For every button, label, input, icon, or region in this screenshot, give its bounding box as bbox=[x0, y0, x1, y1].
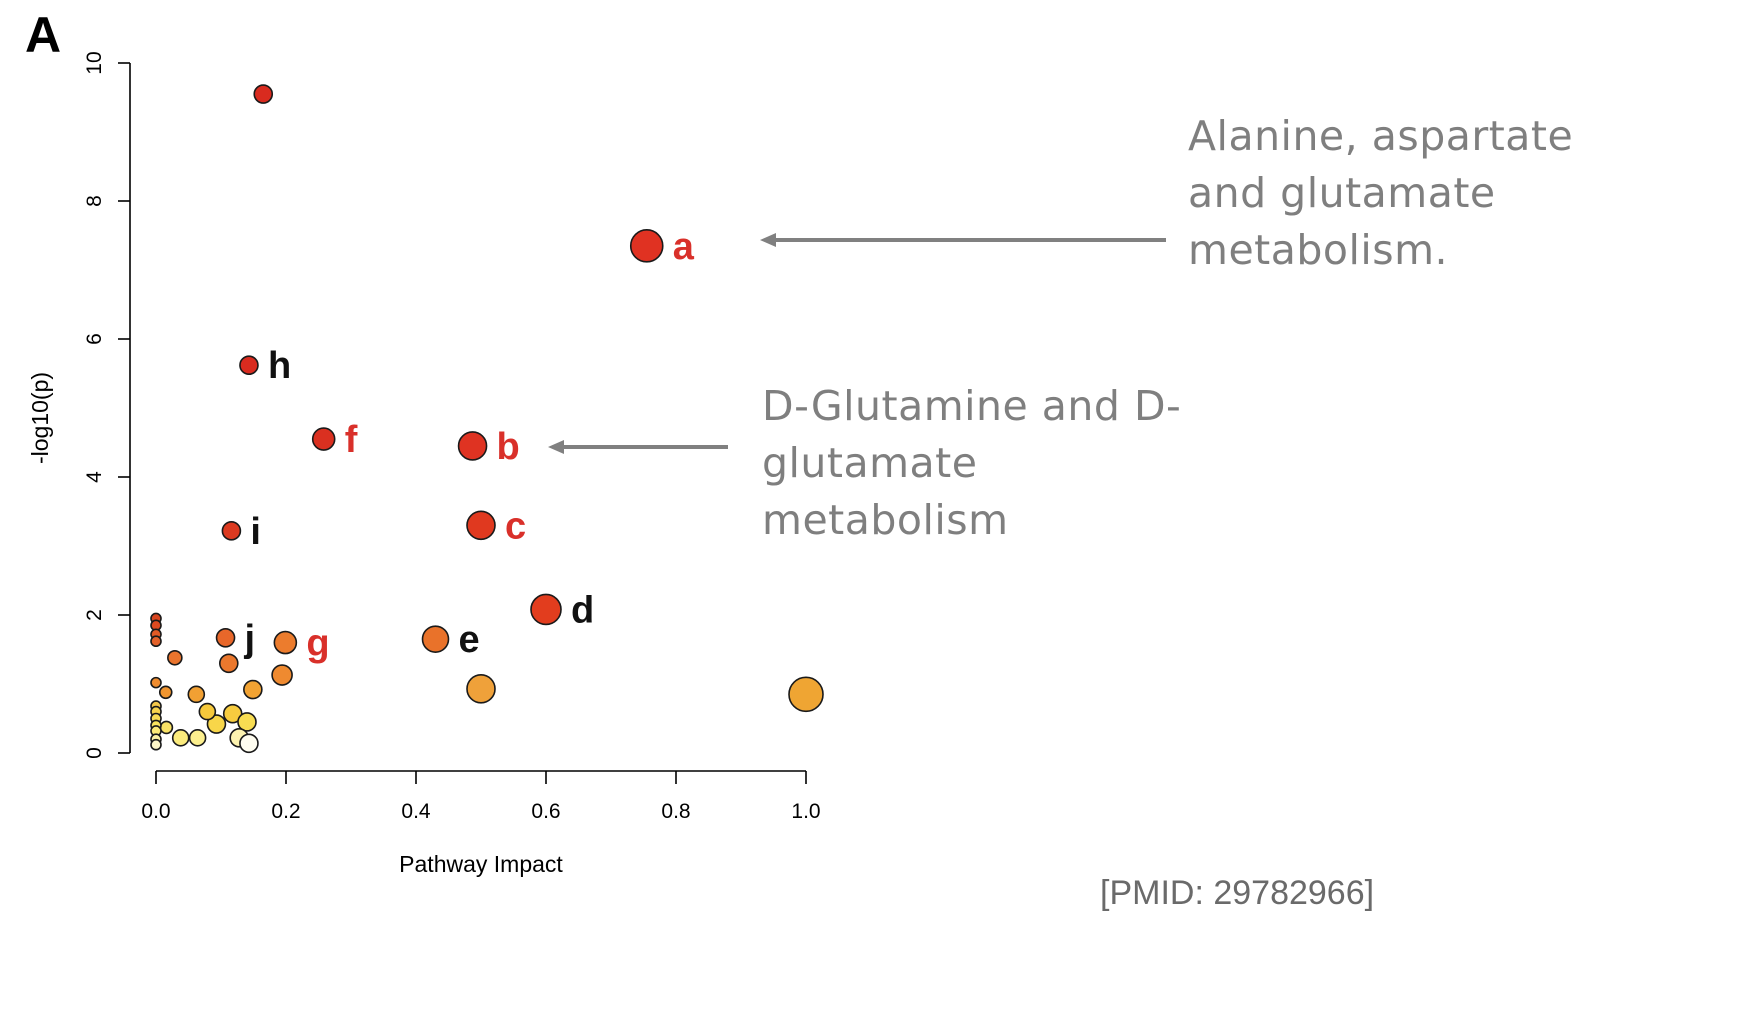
data-point bbox=[221, 521, 242, 541]
point-label: a bbox=[673, 226, 695, 268]
data-point bbox=[271, 664, 293, 686]
data-point bbox=[167, 649, 183, 666]
x-tick-label: 0.4 bbox=[401, 800, 431, 823]
y-axis-title: -log10(p) bbox=[27, 372, 53, 464]
data-point bbox=[215, 627, 236, 648]
data-point bbox=[150, 738, 162, 751]
data-point bbox=[206, 714, 227, 734]
data-point bbox=[159, 720, 174, 735]
y-tick-label: 10 bbox=[83, 51, 106, 74]
point-labels: a h f bc i d e j g bbox=[244, 226, 695, 665]
annotation-line: D-Glutamine and D- bbox=[762, 382, 1182, 430]
y-tick-label: 4 bbox=[83, 471, 106, 483]
data-point bbox=[219, 653, 239, 674]
data-point bbox=[466, 674, 496, 704]
data-point bbox=[150, 676, 162, 689]
x-tick-label: 1.0 bbox=[791, 800, 820, 823]
citation: [PMID: 29782966] bbox=[1100, 874, 1375, 912]
data-point bbox=[457, 431, 488, 461]
data-point bbox=[530, 593, 562, 626]
x-tick-label: 0.0 bbox=[141, 800, 170, 823]
data-point bbox=[188, 729, 207, 747]
point-label: c bbox=[505, 505, 526, 547]
point-label: g bbox=[306, 623, 329, 665]
data-point bbox=[171, 729, 190, 747]
point-label: j bbox=[244, 618, 256, 660]
arrow-head bbox=[548, 440, 564, 454]
point-label: d bbox=[571, 589, 594, 631]
data-point bbox=[421, 625, 450, 653]
data-point bbox=[788, 676, 824, 713]
point-label: f bbox=[345, 419, 358, 461]
y-tick-label: 6 bbox=[83, 333, 106, 345]
annotation-alanine-aspartate-glutamate: Alanine, aspartate and glutamate metabol… bbox=[1188, 108, 1748, 279]
data-point bbox=[237, 712, 257, 732]
point-label: b bbox=[497, 426, 520, 468]
data-point bbox=[273, 630, 298, 655]
point-label: h bbox=[268, 345, 291, 387]
axes: 0.0 0.2 0.4 0.6 0.8 1.0 0 2 4 6 8 10 Pathway Impact -… bbox=[27, 51, 821, 877]
data-point bbox=[243, 679, 263, 700]
y-tick-label: 8 bbox=[83, 195, 106, 207]
annotation-d-glutamine: D-Glutamine and D- glutamate metabolism bbox=[762, 378, 1192, 549]
annotation-line: glutamate bbox=[762, 439, 978, 487]
data-point bbox=[253, 84, 274, 104]
data-point bbox=[239, 733, 259, 754]
point-label: i bbox=[250, 511, 261, 553]
x-tick-label: 0.6 bbox=[531, 800, 560, 823]
x-axis-title: Pathway Impact bbox=[399, 851, 563, 877]
annotation-line: metabolism. bbox=[1188, 226, 1449, 274]
point-label: e bbox=[459, 619, 480, 661]
annotation-line: Alanine, aspartate bbox=[1188, 112, 1574, 160]
annotation-line: metabolism bbox=[762, 496, 1009, 544]
data-point bbox=[239, 355, 259, 376]
x-tick-label: 0.2 bbox=[271, 800, 300, 823]
data-point bbox=[187, 685, 206, 704]
data-point bbox=[311, 427, 336, 451]
data-points bbox=[150, 84, 824, 754]
x-tick-label: 0.8 bbox=[661, 800, 690, 823]
data-point bbox=[198, 702, 217, 721]
data-point bbox=[222, 703, 243, 724]
data-point bbox=[158, 685, 173, 700]
y-tick-label: 0 bbox=[83, 747, 106, 759]
data-point bbox=[150, 635, 162, 648]
annotation-arrows bbox=[548, 233, 1166, 454]
y-tick-label: 2 bbox=[83, 609, 106, 621]
arrow-head bbox=[760, 233, 776, 247]
panel-label: A bbox=[25, 7, 62, 63]
data-point bbox=[629, 229, 664, 263]
data-point bbox=[466, 510, 496, 541]
annotation-line: and glutamate bbox=[1188, 169, 1496, 217]
